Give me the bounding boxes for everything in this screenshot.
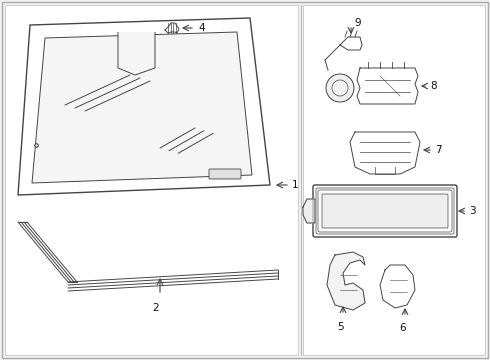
Text: 4: 4	[198, 23, 205, 33]
FancyBboxPatch shape	[322, 194, 448, 228]
Polygon shape	[327, 252, 365, 310]
Text: 3: 3	[469, 206, 476, 216]
Text: 6: 6	[399, 323, 406, 333]
Text: 2: 2	[152, 303, 159, 313]
Circle shape	[326, 74, 354, 102]
Bar	[303, 5, 485, 355]
Polygon shape	[303, 199, 315, 223]
Text: 5: 5	[337, 322, 343, 332]
Text: 9: 9	[354, 18, 361, 28]
Text: 8: 8	[430, 81, 437, 91]
Text: 7: 7	[435, 145, 441, 155]
FancyBboxPatch shape	[209, 169, 241, 179]
Polygon shape	[118, 32, 155, 75]
Text: 1: 1	[292, 180, 298, 190]
Bar	[5, 5, 298, 355]
Polygon shape	[32, 32, 252, 183]
